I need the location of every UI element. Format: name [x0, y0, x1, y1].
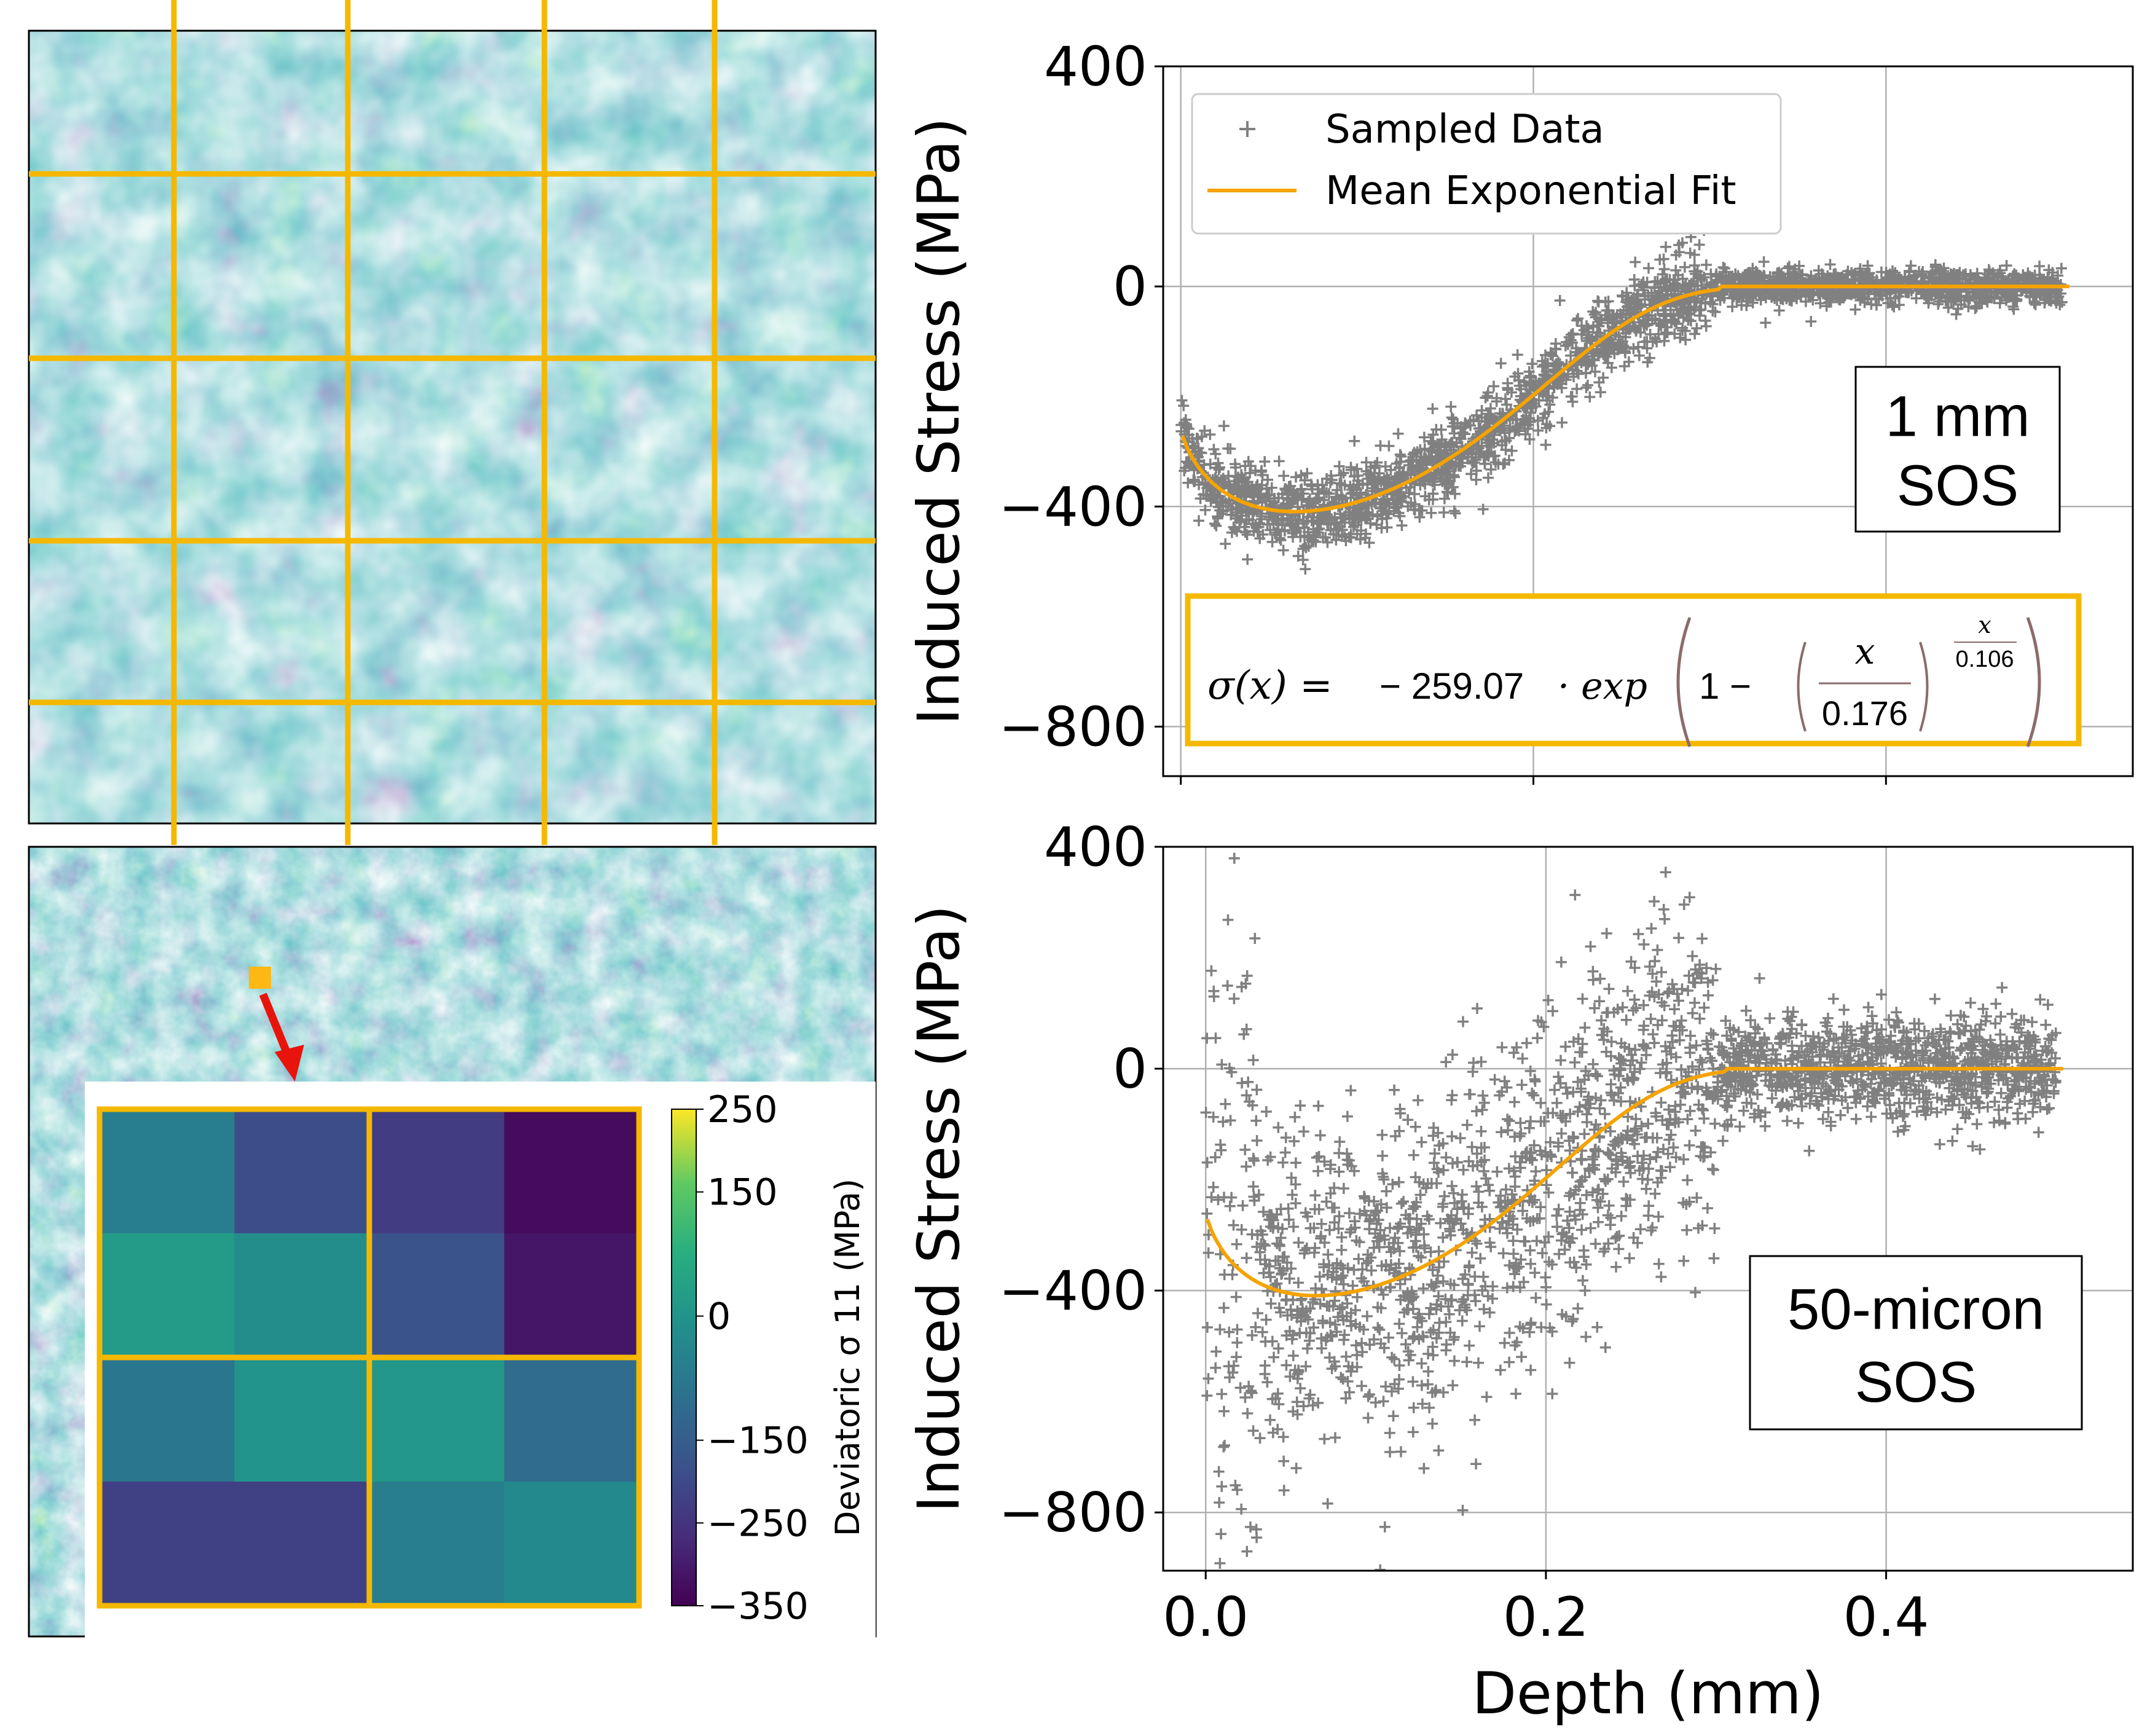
- legend-label-fit: Mean Exponential Fit: [1325, 168, 1736, 214]
- ytick-label: −400: [998, 1259, 1147, 1322]
- chart-bottom: 400 0 −400 −800 0.0 0.2 0.4 Induced Stress (MPa…: [906, 815, 2134, 1727]
- heatmap-cell: [504, 1482, 640, 1606]
- equation-coef: − 259.07: [1379, 666, 1524, 707]
- ytick-label: −800: [998, 1481, 1147, 1544]
- equation-pden: 0.106: [1955, 646, 2014, 672]
- heatmap-cell: [100, 1357, 235, 1482]
- annotation-box: [1854, 366, 2061, 533]
- x-axis-label: Depth (mm): [1472, 1660, 1824, 1727]
- xtick-label: 0.4: [1843, 1585, 1929, 1649]
- heatmap-cell: [369, 1482, 504, 1606]
- annotation-box: [1749, 1255, 2083, 1431]
- ytick-label: 400: [1044, 815, 1147, 879]
- axes-frame: [1162, 65, 2134, 777]
- xtick-label: 0.0: [1163, 1585, 1249, 1649]
- paren-left-inner: [1797, 642, 1807, 732]
- arrow-head: [275, 1045, 304, 1082]
- y-axis-label: Induced Stress (MPa): [906, 117, 973, 725]
- heatmap-cell: [234, 1357, 370, 1482]
- equation-box: [1185, 593, 2082, 747]
- colorbar: [671, 1109, 697, 1606]
- ytick-label: 400: [1044, 35, 1147, 98]
- annotation-line1: 1 mm: [1886, 384, 2030, 449]
- colorbar-tick-label: −350: [707, 1585, 809, 1628]
- y-axis-label: Induced Stress (MPa): [906, 905, 973, 1513]
- arrow-shaft: [259, 992, 292, 1056]
- scatter-points: [1200, 852, 2062, 1571]
- ytick-label: 0: [1113, 1037, 1147, 1101]
- equation-den: 0.176: [1822, 694, 1908, 732]
- fit-line: [1206, 1067, 2063, 1298]
- colorbar-tick-label: −250: [707, 1502, 809, 1545]
- plot-area: [1200, 852, 2063, 1571]
- paren-left-outer: [1676, 617, 1692, 747]
- heatmap-cell: [234, 1109, 370, 1234]
- map-top-border: [28, 29, 877, 825]
- ytick-label: −800: [998, 695, 1147, 758]
- heatmap-cell: [100, 1233, 235, 1358]
- annotation-line2: SOS: [1897, 453, 2019, 517]
- colorbar-tick-label: −150: [707, 1420, 809, 1463]
- heatmap-cell: [234, 1233, 370, 1358]
- legend-box: [1191, 93, 1782, 235]
- heatmap-cell: [504, 1357, 640, 1482]
- ytick-label: −400: [998, 475, 1147, 538]
- colorbar-tick-label: 250: [707, 1088, 778, 1131]
- equation-pnum: x: [1978, 611, 1991, 638]
- equation-num: x: [1855, 630, 1875, 672]
- axes-frame: [1162, 846, 2134, 1572]
- heatmap-cell: [100, 1109, 235, 1234]
- equation-one: 1 −: [1699, 666, 1751, 707]
- heatmap-cell: [504, 1233, 640, 1358]
- legend-marker-scatter: [1239, 121, 1255, 137]
- plot-area: [1175, 225, 2070, 575]
- paren-right-outer: [2026, 617, 2041, 747]
- left-images: 250 150 0 −150 −250 −350 Deviatoric σ 11 (MPa): [28, 0, 877, 1647]
- heatmap-cell: [369, 1357, 504, 1482]
- stress-field-map-top: [29, 31, 876, 823]
- paren-right-inner: [1919, 642, 1929, 732]
- fit-line: [1180, 285, 2070, 514]
- annotation-line2: SOS: [1855, 1349, 1977, 1414]
- xtick-label: 0.2: [1503, 1585, 1589, 1649]
- colorbar-label: Deviatoric σ 11 (MPa): [828, 1179, 867, 1536]
- ytick-label: 0: [1113, 255, 1147, 318]
- annotation-line1: 50-micron: [1787, 1276, 2044, 1341]
- colorbar-tick-label: 150: [707, 1171, 778, 1214]
- equation-exp: · exp: [1558, 665, 1647, 708]
- heatmap-cell: [504, 1109, 640, 1234]
- heatmap-cell: [234, 1482, 370, 1606]
- equation-lhs: σ(x) =: [1207, 663, 1333, 709]
- heatmap-cell: [100, 1482, 235, 1606]
- selected-cell-marker: [249, 967, 271, 989]
- legend-label-sampled: Sampled Data: [1325, 107, 1604, 152]
- colorbar-tick-label: 0: [707, 1295, 731, 1338]
- heatmap-cell: [369, 1233, 504, 1358]
- heatmap-cell: [369, 1109, 504, 1234]
